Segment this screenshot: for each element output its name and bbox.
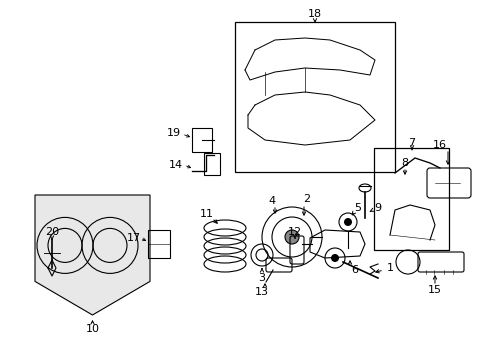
Text: 19: 19	[166, 128, 181, 138]
Text: 11: 11	[200, 209, 214, 219]
Bar	[148, 230, 170, 258]
Text: 20: 20	[45, 227, 59, 237]
Text: 8: 8	[401, 158, 408, 168]
Text: 4: 4	[268, 196, 275, 206]
Bar	[203, 153, 220, 175]
Text: 5: 5	[354, 203, 361, 213]
Text: 14: 14	[168, 160, 183, 170]
Text: 18: 18	[307, 9, 322, 19]
Text: 3: 3	[258, 273, 265, 283]
Text: 7: 7	[407, 138, 415, 148]
Text: 15: 15	[427, 285, 441, 295]
Polygon shape	[35, 195, 150, 315]
Text: 12: 12	[287, 227, 302, 237]
Text: 17: 17	[127, 233, 141, 243]
Bar	[373, 148, 448, 250]
Bar	[192, 128, 212, 152]
Circle shape	[330, 254, 338, 262]
Text: 9: 9	[374, 203, 381, 213]
Text: 1: 1	[386, 263, 393, 273]
Text: 13: 13	[254, 287, 268, 297]
Bar	[235, 22, 394, 172]
Text: 16: 16	[432, 140, 446, 150]
Circle shape	[285, 230, 298, 244]
Circle shape	[343, 218, 351, 226]
Text: 10: 10	[85, 324, 99, 334]
Text: 6: 6	[351, 265, 358, 275]
Text: 2: 2	[303, 194, 310, 204]
